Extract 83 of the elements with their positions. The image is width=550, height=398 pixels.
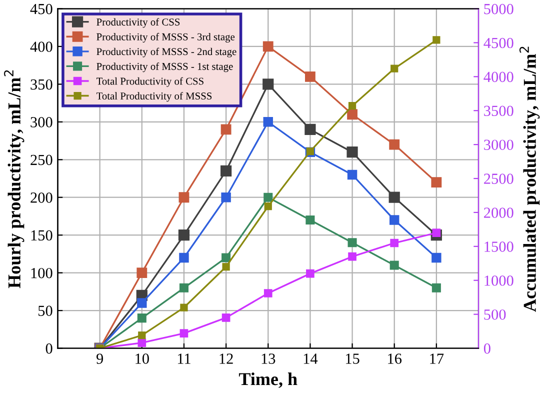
point (431, 177, 442, 188)
legend-label: Productivity of MSSS - 2nd stage (96, 48, 236, 58)
y2-tick-label: 3500 (484, 106, 514, 116)
y-tick-label: 50 (38, 306, 52, 316)
point (137, 298, 147, 308)
x-tick-label: 10 (136, 354, 149, 364)
point (222, 262, 230, 271)
y-tick-label: 350 (30, 79, 52, 90)
point (264, 202, 272, 210)
legend-label: Total Productivity of CSS (96, 77, 204, 87)
y-tick-label: 0 (46, 343, 52, 354)
y-tick-label: 200 (30, 192, 52, 203)
point (390, 64, 398, 72)
y2-tick-label: 0 (484, 343, 490, 354)
y-tick-label: 400 (30, 42, 52, 52)
point (432, 36, 440, 44)
point (180, 304, 188, 312)
point (222, 314, 230, 322)
point (306, 269, 314, 278)
legend-label: Productivity of MSSS - 1st stage (96, 62, 233, 72)
point (348, 252, 356, 261)
y-tick-label: 450 (30, 4, 52, 14)
y2-tick-label: 2000 (484, 208, 514, 218)
point (347, 170, 358, 180)
point (304, 124, 316, 136)
point (136, 268, 148, 278)
x-tick-label: 14 (304, 354, 318, 364)
point (179, 283, 188, 292)
x-tick-label: 13 (262, 354, 276, 364)
legend-label: Productivity of CSS (96, 18, 180, 28)
point (390, 238, 399, 248)
point (432, 228, 441, 237)
x-axis-title: Time, h (238, 372, 298, 388)
point (262, 78, 274, 90)
point (220, 165, 232, 177)
point (222, 253, 231, 262)
point (390, 260, 399, 270)
point (178, 230, 190, 241)
y2-tick-label: 1000 (484, 275, 514, 286)
point (389, 215, 400, 225)
y-tick-label: 100 (31, 268, 52, 278)
legend-label: Total Productivity of MSSS (96, 92, 212, 102)
point (138, 332, 146, 340)
point (432, 252, 442, 263)
point (306, 215, 315, 225)
x-tick-label: 16 (388, 354, 402, 364)
point (263, 117, 273, 127)
y2-tick-label: 4000 (484, 72, 514, 82)
x-tick-label: 11 (178, 354, 190, 364)
y2-axis-title: Accumulated productivity, mL/m$^{2}$ (519, 46, 540, 312)
point (221, 192, 231, 202)
point (388, 192, 400, 203)
point (179, 252, 189, 263)
y2-tick-label: 5000 (484, 4, 514, 14)
point (346, 146, 358, 158)
point (262, 41, 274, 52)
y2-tick-label: 3000 (484, 140, 514, 150)
point (347, 109, 358, 120)
x-tick-label: 17 (430, 354, 444, 364)
point (389, 139, 400, 150)
y-axis-title: Hourly productivity, mL/m$^{2}$ (4, 70, 24, 288)
point (137, 314, 146, 323)
point (432, 283, 441, 292)
y2-tick-label: 500 (484, 309, 506, 320)
point (138, 338, 146, 347)
point (348, 238, 357, 248)
y2-tick-label: 2500 (484, 174, 514, 184)
y-tick-label: 250 (30, 154, 52, 166)
point (348, 102, 356, 110)
y-tick-label: 150 (31, 230, 52, 241)
point (220, 124, 232, 135)
x-tick-label: 9 (96, 354, 104, 364)
point (264, 289, 272, 298)
point (178, 192, 190, 203)
legend-label: Productivity of MSSS - 3rd stage (96, 32, 235, 43)
point (264, 192, 273, 202)
x-tick-label: 12 (220, 354, 233, 364)
point (304, 71, 316, 82)
x-tick-label: 15 (346, 354, 360, 364)
y2-tick-label: 1500 (484, 242, 514, 252)
y2-tick-label: 4500 (484, 38, 514, 48)
y-tick-label: 300 (30, 117, 52, 128)
point (180, 329, 188, 338)
